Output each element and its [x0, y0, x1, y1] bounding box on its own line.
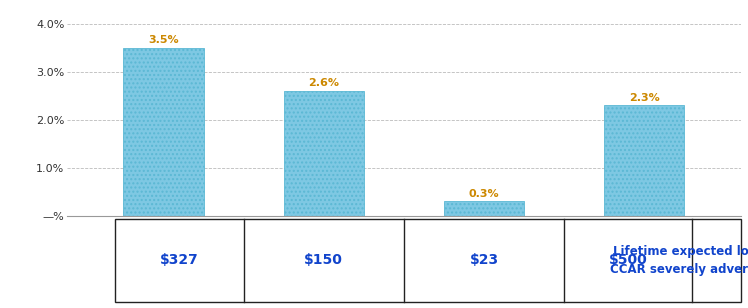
- Bar: [604, 105, 684, 216]
- Text: $327: $327: [160, 253, 199, 267]
- Text: 2.3%: 2.3%: [629, 93, 660, 103]
- Text: Lifetime expected losses in the
CCAR severely adverse scenario: Lifetime expected losses in the CCAR sev…: [610, 245, 748, 276]
- Text: $23: $23: [470, 253, 499, 267]
- Text: $500: $500: [609, 253, 648, 267]
- Text: $150: $150: [304, 253, 343, 267]
- Bar: [283, 91, 364, 216]
- Bar: [115, 219, 741, 302]
- Text: 3.5%: 3.5%: [148, 35, 179, 45]
- Bar: [444, 201, 524, 216]
- Text: 0.3%: 0.3%: [469, 189, 500, 199]
- Text: 2.6%: 2.6%: [308, 79, 340, 88]
- Bar: [123, 48, 203, 216]
